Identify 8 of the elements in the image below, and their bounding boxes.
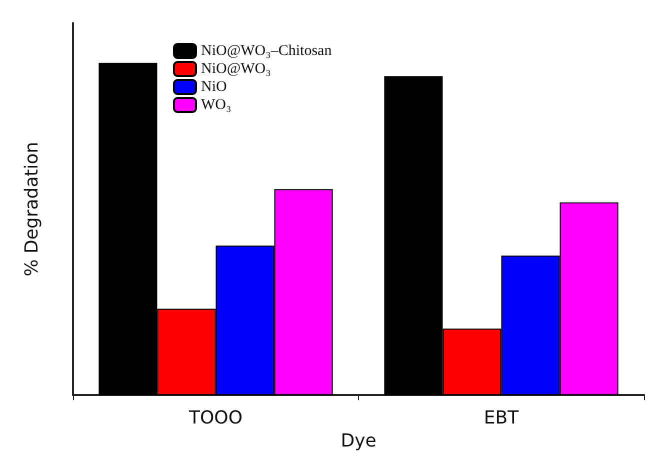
legend-label: WO₃ (201, 97, 232, 113)
legend-label: NiO (201, 79, 227, 95)
legend-label: NiO@WO₃–Chitosan (201, 43, 332, 59)
y-axis-title: % Degradation (22, 142, 42, 276)
x-tick-label: TOOO (188, 408, 242, 429)
legend-label: NiO@WO₃ (201, 61, 271, 77)
x-tick-label: EBT (484, 408, 520, 429)
x-axis-title: Dye (340, 430, 376, 452)
